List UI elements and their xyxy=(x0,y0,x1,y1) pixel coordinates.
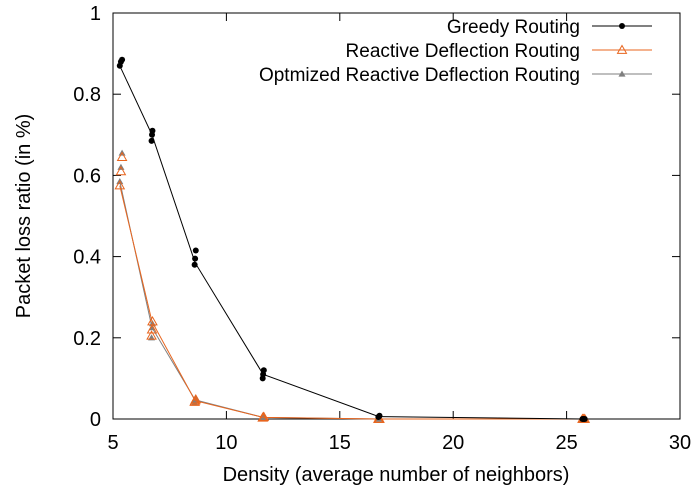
data-point xyxy=(260,367,267,374)
x-axis-title: Density (average number of neighbors) xyxy=(223,464,570,486)
legend-swatch-marker xyxy=(619,23,625,29)
data-point xyxy=(190,394,202,404)
data-point xyxy=(146,330,157,340)
data-point xyxy=(115,165,127,176)
data-point xyxy=(149,127,156,134)
data-point xyxy=(192,255,199,262)
y-tick-label: 1 xyxy=(90,3,101,25)
data-point xyxy=(148,137,155,144)
series-2 xyxy=(116,149,589,422)
legend: Greedy Routing Reactive Deflection Routin… xyxy=(259,17,652,86)
ticks-layer: 5 10 15 20 25 30 0 0.2 0.4 0.6 0.8 1 xyxy=(73,3,691,454)
y-tick-label: 0.4 xyxy=(73,247,101,269)
data-point xyxy=(258,411,270,421)
data-point xyxy=(581,416,588,422)
legend-label: Greedy Routing xyxy=(447,17,580,38)
x-tick-label: 30 xyxy=(669,432,691,454)
y-tick-label: 0 xyxy=(90,409,101,431)
y-tick-label: 0.8 xyxy=(73,84,101,106)
series-line xyxy=(119,185,584,420)
series-line xyxy=(119,181,584,420)
series-0 xyxy=(116,56,588,422)
series-1 xyxy=(114,151,591,423)
data-point xyxy=(114,180,126,190)
y-tick-label: 0.6 xyxy=(73,165,101,187)
data-point xyxy=(119,56,126,63)
x-tick-label: 20 xyxy=(442,432,464,454)
data-point xyxy=(191,261,198,268)
data-point xyxy=(146,324,158,334)
x-tick-label: 25 xyxy=(555,432,577,454)
series-layer xyxy=(114,56,591,423)
series-line xyxy=(119,65,584,420)
y-axis-title: Packet loss ratio (in %) xyxy=(13,114,35,319)
data-point xyxy=(192,247,199,254)
legend-label: Optmized Reactive Deflection Routing xyxy=(259,65,580,86)
data-point xyxy=(116,151,128,162)
y-tick-label: 0.2 xyxy=(73,328,101,350)
x-tick-label: 5 xyxy=(107,432,118,454)
legend-label: Reactive Deflection Routing xyxy=(346,41,580,62)
legend-swatch-marker xyxy=(618,70,626,77)
data-point xyxy=(147,316,158,326)
data-point xyxy=(376,412,383,419)
legend-swatch-marker xyxy=(616,44,628,54)
x-tick-label: 15 xyxy=(329,432,351,454)
x-tick-label: 10 xyxy=(215,432,237,454)
